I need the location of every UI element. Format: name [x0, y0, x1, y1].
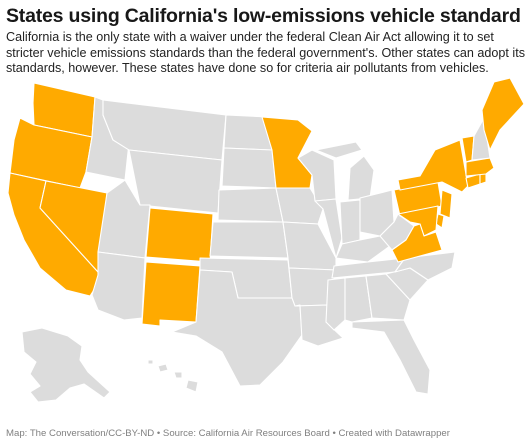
chart-title: States using California's low-emissions … [6, 5, 521, 27]
state-iowa[interactable] [275, 187, 324, 225]
state-south-dakota[interactable] [221, 147, 277, 189]
map-footer: Map: The Conversation/CC-BY-ND • Source:… [6, 428, 450, 439]
state-maine[interactable] [481, 77, 525, 151]
state-hawaii[interactable] [147, 359, 199, 393]
state-new-jersey[interactable] [439, 189, 453, 219]
state-florida[interactable] [351, 319, 431, 395]
state-arizona[interactable] [91, 251, 146, 321]
state-georgia[interactable] [365, 273, 411, 321]
state-rhode-island[interactable] [479, 173, 487, 185]
state-indiana[interactable] [339, 199, 361, 245]
state-wyoming[interactable] [128, 149, 223, 214]
state-new-mexico[interactable] [141, 261, 201, 327]
chart-description: California is the only state with a waiv… [6, 30, 526, 76]
state-nebraska[interactable] [217, 187, 284, 223]
state-illinois[interactable] [314, 198, 343, 259]
state-kansas[interactable] [209, 221, 289, 259]
state-alaska[interactable] [21, 327, 111, 403]
state-texas[interactable] [171, 269, 303, 387]
state-new-york[interactable] [397, 139, 469, 193]
state-alabama[interactable] [344, 275, 373, 323]
state-michigan[interactable] [315, 141, 375, 201]
state-mississippi[interactable] [325, 277, 346, 331]
state-oregon[interactable] [9, 117, 93, 189]
state-virginia[interactable] [391, 223, 443, 263]
state-colorado[interactable] [145, 207, 214, 263]
